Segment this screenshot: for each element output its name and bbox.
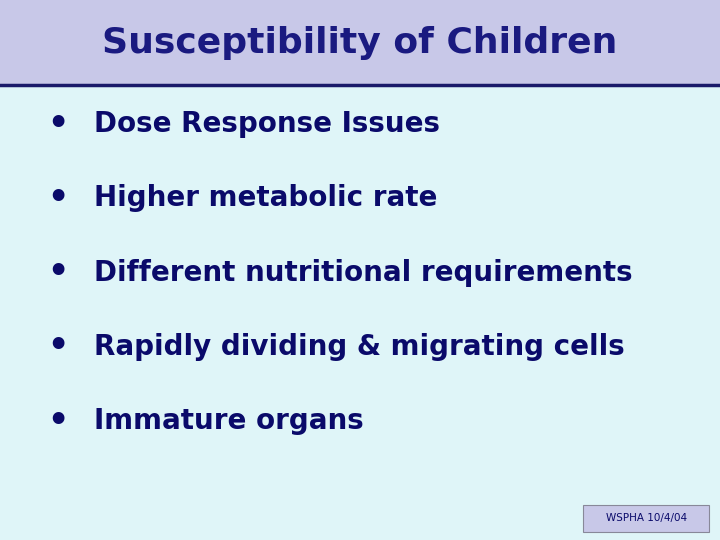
Text: Rapidly dividing & migrating cells: Rapidly dividing & migrating cells <box>94 333 624 361</box>
Text: •: • <box>47 107 68 141</box>
Text: Dose Response Issues: Dose Response Issues <box>94 110 440 138</box>
Text: •: • <box>47 330 68 363</box>
Text: Higher metabolic rate: Higher metabolic rate <box>94 185 437 212</box>
Text: •: • <box>47 256 68 289</box>
Text: Immature organs: Immature organs <box>94 407 364 435</box>
Text: •: • <box>47 404 68 438</box>
Text: WSPHA 10/4/04: WSPHA 10/4/04 <box>606 514 687 523</box>
Text: Susceptibility of Children: Susceptibility of Children <box>102 26 618 59</box>
Bar <box>583 505 709 532</box>
Bar <box>0 0 720 85</box>
Text: Different nutritional requirements: Different nutritional requirements <box>94 259 632 287</box>
Text: •: • <box>47 182 68 215</box>
